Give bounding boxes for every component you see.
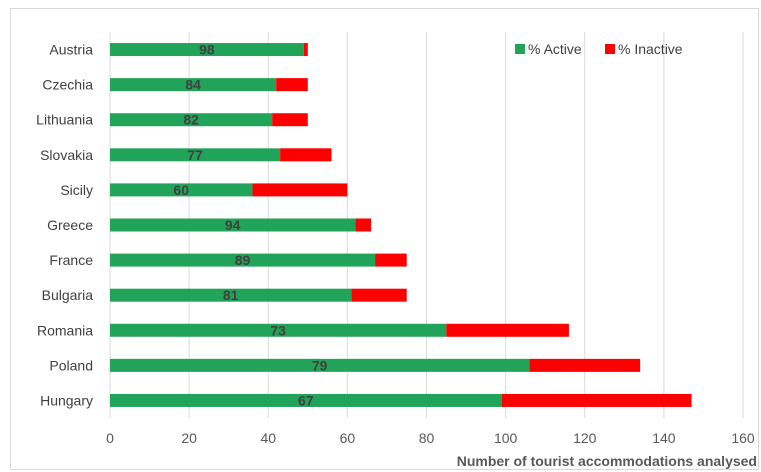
- data-label-austria: 98: [199, 42, 215, 58]
- bar-inactive-sicily: [252, 183, 348, 197]
- x-tick-label: 100: [494, 430, 518, 446]
- data-label-poland: 79: [312, 357, 328, 373]
- x-axis-title: Number of tourist accommodations analyse…: [457, 453, 757, 469]
- data-label-bulgaria: 81: [223, 287, 239, 303]
- data-label-slovakia: 77: [187, 147, 203, 163]
- x-tick-label: 0: [106, 430, 114, 446]
- x-tick-label: 40: [260, 430, 276, 446]
- category-label-poland: Poland: [49, 357, 93, 373]
- data-label-hungary: 67: [298, 392, 314, 408]
- bar-inactive-france: [375, 253, 407, 267]
- y-axis-labels: Austria Czechia Lithuania Slovakia Sicily Gre…: [36, 42, 93, 409]
- gridlines: [109, 32, 744, 418]
- x-tick-label: 80: [419, 430, 435, 446]
- bar-inactive-romania: [446, 323, 569, 337]
- x-tick-label: 160: [731, 430, 755, 446]
- x-tick-label: 120: [573, 430, 597, 446]
- data-label-romania: 73: [270, 322, 286, 338]
- chart-frame: [10, 8, 759, 470]
- data-labels: 98 84 82 77 60 94 89 81 73 79 67: [173, 42, 327, 409]
- bar-active-romania: [110, 323, 447, 337]
- legend-swatch-inactive: [605, 44, 615, 54]
- data-label-france: 89: [235, 252, 251, 268]
- bar-active-bulgaria: [110, 288, 352, 302]
- category-label-czechia: Czechia: [42, 77, 93, 93]
- legend-swatch-active: [515, 44, 525, 54]
- bar-active-austria: [110, 43, 304, 57]
- legend: % Active % Inactive: [515, 41, 683, 57]
- x-tick-label: 20: [181, 430, 197, 446]
- bar-active-lithuania: [110, 113, 273, 127]
- bar-inactive-lithuania: [272, 113, 308, 127]
- bars: [110, 43, 692, 407]
- x-axis-ticks: 0 20 40 60 80 100 120 140 160: [106, 430, 755, 446]
- category-label-bulgaria: Bulgaria: [42, 287, 94, 303]
- bar-active-hungary: [110, 393, 502, 407]
- bar-inactive-austria: [303, 43, 308, 57]
- bar-active-czechia: [110, 78, 277, 92]
- data-label-lithuania: 82: [183, 112, 199, 128]
- bar-active-france: [110, 253, 376, 267]
- bar-inactive-hungary: [501, 393, 692, 407]
- category-label-slovakia: Slovakia: [40, 147, 93, 163]
- category-label-austria: Austria: [49, 42, 93, 58]
- legend-label-inactive: % Inactive: [618, 41, 683, 57]
- data-label-greece: 94: [225, 217, 241, 233]
- category-label-greece: Greece: [47, 217, 93, 233]
- category-label-romania: Romania: [37, 322, 93, 338]
- bar-inactive-slovakia: [280, 148, 332, 162]
- bar-inactive-greece: [355, 218, 372, 232]
- x-tick-label: 60: [340, 430, 356, 446]
- bar-inactive-poland: [529, 358, 641, 372]
- legend-label-active: % Active: [528, 41, 582, 57]
- category-label-sicily: Sicily: [60, 182, 93, 198]
- category-label-lithuania: Lithuania: [36, 112, 93, 128]
- bar-active-slovakia: [110, 148, 281, 162]
- x-tick-label: 140: [652, 430, 676, 446]
- data-label-czechia: 84: [185, 77, 201, 93]
- bar-active-greece: [110, 218, 356, 232]
- category-label-hungary: Hungary: [40, 392, 93, 408]
- data-label-sicily: 60: [173, 182, 189, 198]
- bar-inactive-czechia: [276, 78, 308, 92]
- bar-inactive-bulgaria: [351, 288, 407, 302]
- category-label-france: France: [49, 252, 93, 268]
- bar-active-poland: [110, 358, 530, 372]
- bar-active-sicily: [110, 183, 253, 197]
